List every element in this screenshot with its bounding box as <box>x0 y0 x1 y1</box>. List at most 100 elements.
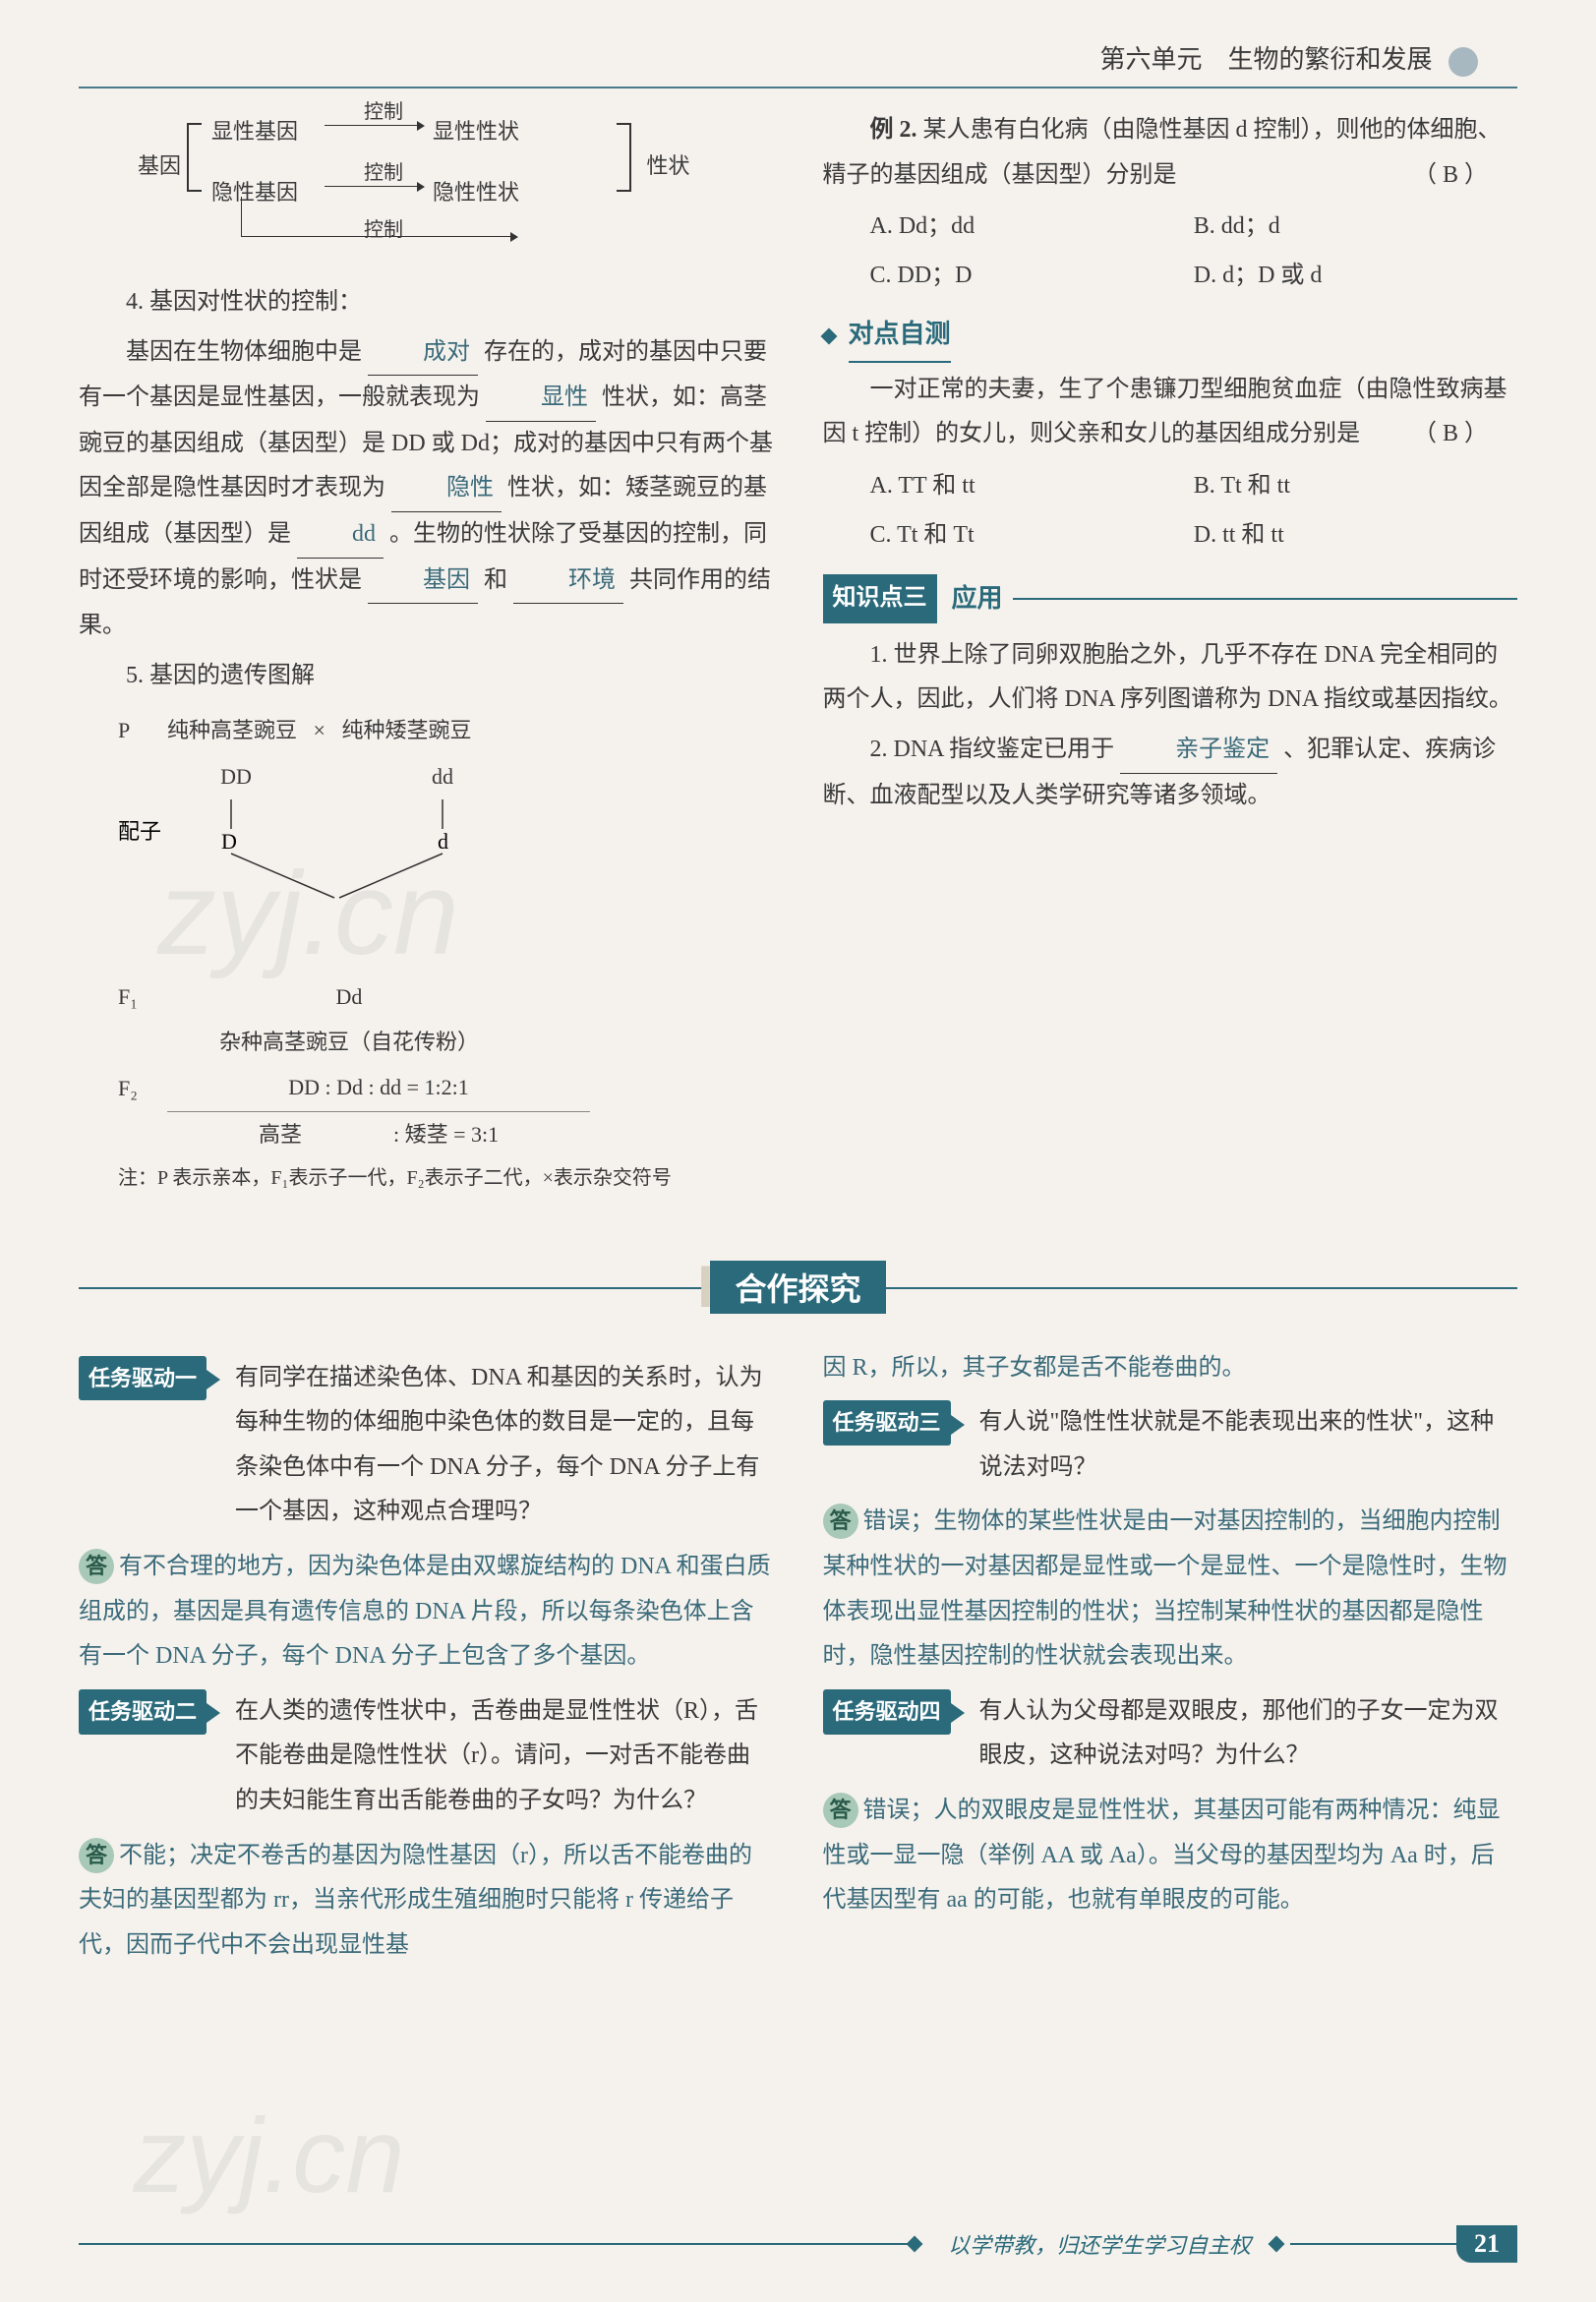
answer-bubble-icon: 答 <box>79 1549 114 1584</box>
answer-bubble-icon: 答 <box>79 1838 114 1873</box>
p-parent2: 纯种矮茎豌豆 <box>341 708 471 753</box>
section-banner: H 合作探究 <box>79 1258 1517 1317</box>
bottom-columns: 任务驱动一 有同学在描述染色体、DNA 和基因的关系时，认为每种生物的体细胞中染… <box>79 1346 1517 1974</box>
left-column: 基因 显性基因 隐性基因 控制 控制 显性性状 隐性性状 性状 控制 4. 基因… <box>79 103 774 1218</box>
task1-q: 有同学在描述染色体、DNA 和基因的关系时，认为每种生物的体细胞中染色体的数目是… <box>225 1356 773 1535</box>
p-geno2: dd <box>374 754 511 799</box>
kp3-blank: 亲子鉴定 <box>1120 728 1277 774</box>
arrow-icon <box>207 1370 220 1389</box>
banner-title: 合作探究 <box>710 1261 885 1314</box>
p-geno1: DD <box>167 754 305 799</box>
task2-label: 任务驱动二 <box>79 1689 207 1735</box>
selftest-q: 一对正常的夫妻，生了个患镰刀型细胞贫血症（由隐性致病基因 t 控制）的女儿，则父… <box>823 368 1518 457</box>
kp3-p2: 2. DNA 指纹鉴定已用于 亲子鉴定 、犯罪认定、疾病诊断、血液配型以及人类学… <box>823 728 1518 818</box>
s4-blank2: 显性 <box>486 376 596 422</box>
task1-ans-text: 有不合理的地方，因为染色体是由双螺旋结构的 DNA 和蛋白质组成的，基因是具有遗… <box>79 1554 771 1669</box>
header-icon <box>1448 47 1478 77</box>
svg-text:d: d <box>438 829 448 854</box>
cross-note: 注：P 表示亲本，F₁表示子一代，F₂表示子二代，×表示杂交符号 <box>118 1157 774 1199</box>
st-opt-b: B. Tt 和 tt <box>1194 462 1517 511</box>
self-test-label: 对点自测 <box>849 310 951 362</box>
recessive-gene: 隐性基因 <box>211 172 298 213</box>
self-test-header: 对点自测 <box>823 310 1518 362</box>
diamond-icon <box>1269 2236 1285 2253</box>
kp3-title: 应用 <box>952 574 1003 622</box>
section-4-title: 4. 基因对性状的控制： <box>79 280 774 325</box>
arrow-icon <box>207 1703 220 1723</box>
trait-label: 性状 <box>646 146 689 187</box>
ex2-opt-d: D. d；D 或 d <box>1194 252 1517 301</box>
diamond-icon <box>907 2236 923 2253</box>
st-opt-c: C. Tt 和 Tt <box>870 511 1194 561</box>
diamond-icon <box>820 328 837 345</box>
f2-pheno1: 高茎 <box>167 1112 393 1157</box>
ex2-opt-b: B. dd；d <box>1194 203 1517 252</box>
task4-ans-text: 错误；人的双眼皮是显性性状，其基因可能有两种情况：纯显性或一显一隐（举例 AA … <box>823 1798 1501 1913</box>
top-columns: 基因 显性基因 隐性基因 控制 控制 显性性状 隐性性状 性状 控制 4. 基因… <box>79 103 1517 1218</box>
task2-answer-b: 因 R，所以，其子女都是舌不能卷曲的。 <box>823 1346 1518 1391</box>
task-2: 任务驱动二 在人类的遗传性状中，舌卷曲是显性性状（R），舌不能卷曲是隐性性状（r… <box>79 1689 774 1824</box>
p-parent1: 纯种高茎豌豆 <box>167 708 297 753</box>
task-3: 任务驱动三 有人说"隐性性状就是不能表现出来的性状"，这种说法对吗？ <box>823 1400 1518 1490</box>
svg-text:D: D <box>221 829 237 854</box>
answer-bubble-icon: 答 <box>823 1504 858 1539</box>
answer-bubble-icon: 答 <box>823 1793 858 1828</box>
s4-blank3: 隐性 <box>391 466 502 512</box>
kp3-bar: 知识点三 <box>823 574 937 623</box>
section-5-title: 5. 基因的遗传图解 <box>79 654 774 699</box>
bottom-right-column: 因 R，所以，其子女都是舌不能卷曲的。 任务驱动三 有人说"隐性性状就是不能表现… <box>823 1346 1518 1974</box>
ex2-prefix: 例 2. <box>870 117 917 143</box>
task3-q: 有人说"隐性性状就是不能表现出来的性状"，这种说法对吗？ <box>970 1400 1517 1490</box>
section-4-body: 基因在生物体细胞中是 成对 存在的，成对的基因中只要有一个基因是显性基因，一般就… <box>79 330 774 649</box>
unit-title: 生物的繁衍和发展 <box>1227 45 1432 74</box>
header-divider <box>79 87 1517 89</box>
ex2-options: A. Dd；dd B. dd；d C. DD；D D. d；D 或 d <box>823 203 1518 300</box>
arrow-icon <box>951 1415 965 1435</box>
f1-text: 杂种高茎豌豆（自花传粉） <box>167 1020 531 1065</box>
bottom-left-column: 任务驱动一 有同学在描述染色体、DNA 和基因的关系时，认为每种生物的体细胞中染… <box>79 1346 774 1974</box>
f2-pheno2: : 矮茎 = 3:1 <box>393 1112 499 1157</box>
f1-geno: Dd <box>167 974 531 1020</box>
task-1: 任务驱动一 有同学在描述染色体、DNA 和基因的关系时，认为每种生物的体细胞中染… <box>79 1356 774 1535</box>
s4-blank4: dd <box>297 512 384 559</box>
cross-symbol: × <box>314 708 325 753</box>
dominant-gene: 显性基因 <box>211 111 298 152</box>
s4-blank6: 环境 <box>513 559 623 605</box>
knowledge-point-3-header: 知识点三 应用 <box>823 574 1518 623</box>
task3-ans-text: 错误；生物体的某些性状是由一对基因控制的，当细胞内控制某种性状的一对基因都是显性… <box>823 1508 1507 1669</box>
f2-geno: DD : Dd : dd = 1:2:1 <box>167 1065 590 1111</box>
s4-blank5: 基因 <box>368 559 478 605</box>
right-column: 例 2. 某人患有白化病（由隐性基因 d 控制），则他的体细胞、精子的基因组成（… <box>823 103 1518 1218</box>
f2-label: F₂ <box>118 1066 167 1111</box>
gamete-label: 配子 <box>118 819 161 844</box>
page-header: 第六单元 生物的繁衍和发展 <box>79 39 1517 77</box>
ex2-answer: （ B ） <box>1366 153 1488 199</box>
st-opt-d: D. tt 和 tt <box>1194 511 1517 561</box>
f1-label: F₁ <box>118 974 167 1020</box>
watermark: zyj.cn <box>133 2095 404 2216</box>
kp3-p2a: 2. DNA 指纹鉴定已用于 <box>870 737 1115 762</box>
task2-q: 在人类的遗传性状中，舌卷曲是显性性状（R），舌不能卷曲是隐性性状（r）。请问，一… <box>225 1689 773 1824</box>
task3-label: 任务驱动三 <box>823 1400 951 1446</box>
task1-answer: 答有不合理的地方，因为染色体是由双螺旋结构的 DNA 和蛋白质组成的，基因是具有… <box>79 1545 774 1680</box>
st-opt-a: A. TT 和 tt <box>870 462 1194 511</box>
task4-q: 有人认为父母都是双眼皮，那他们的子女一定为双眼皮，这种说法对吗？为什么？ <box>970 1689 1517 1779</box>
arrow-icon <box>951 1703 965 1723</box>
ex2-opt-c: C. DD；D <box>870 252 1194 301</box>
selftest-options: A. TT 和 tt B. Tt 和 tt C. Tt 和 Tt D. tt 和… <box>823 462 1518 560</box>
page-number: 21 <box>1456 2225 1517 2263</box>
s4-blank1: 成对 <box>368 330 478 377</box>
selftest-answer: （ B ） <box>1366 412 1488 457</box>
gene-trait-diagram: 基因 显性基因 隐性基因 控制 控制 显性性状 隐性性状 性状 控制 <box>138 113 774 261</box>
control3: 控制 <box>364 211 403 249</box>
kp3-p1: 1. 世界上除了同卵双胞胎之外，几乎不存在 DNA 完全相同的两个人，因此，人们… <box>823 633 1518 723</box>
task4-answer: 答错误；人的双眼皮是显性性状，其基因可能有两种情况：纯显性或一显一隐（举例 AA… <box>823 1789 1518 1923</box>
task2-ans-text-a: 不能；决定不卷舌的基因为隐性基因（r），所以舌不能卷曲的夫妇的基因型都为 rr，… <box>79 1843 752 1958</box>
s4-t1: 基因在生物体细胞中是 <box>126 339 362 365</box>
unit-label: 第六单元 <box>1099 45 1202 74</box>
task4-label: 任务驱动四 <box>823 1689 951 1735</box>
task-4: 任务驱动四 有人认为父母都是双眼皮，那他们的子女一定为双眼皮，这种说法对吗？为什… <box>823 1689 1518 1779</box>
cross-lines-svg: 配子 D d <box>118 799 610 976</box>
dominant-trait: 显性性状 <box>433 111 519 152</box>
task3-answer: 答错误；生物体的某些性状是由一对基因控制的，当细胞内控制某种性状的一对基因都是显… <box>823 1500 1518 1679</box>
